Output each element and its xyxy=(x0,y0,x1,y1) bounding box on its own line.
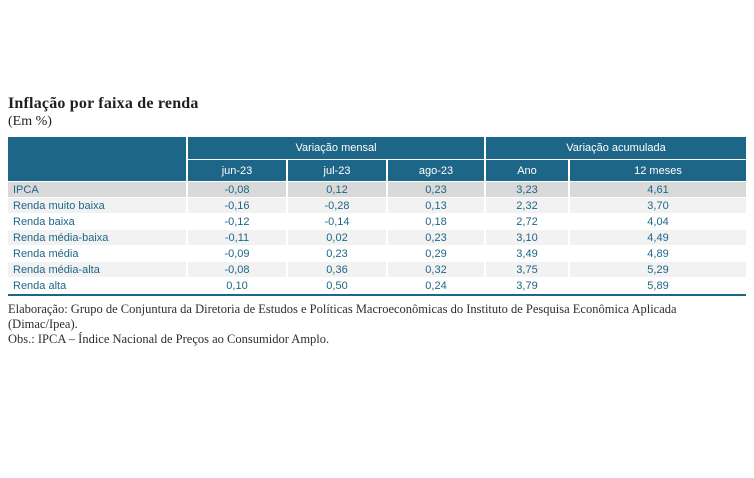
table-cell: 3,75 xyxy=(486,262,568,277)
table-cell: 4,04 xyxy=(570,214,746,229)
table-cell: 0,18 xyxy=(388,214,484,229)
title-block: Inflação por faixa de renda (Em %) xyxy=(8,94,199,130)
table-cell: -0,12 xyxy=(188,214,286,229)
table-cell: 3,70 xyxy=(570,198,746,213)
column-header-ago-23: ago-23 xyxy=(388,160,484,181)
table-cell: 4,61 xyxy=(570,182,746,197)
table-cell: 0,12 xyxy=(288,182,386,197)
table-cell: 0,10 xyxy=(188,278,286,293)
table-cell: 0,29 xyxy=(388,246,484,261)
group-header-monthly: Variação mensal xyxy=(188,137,484,159)
table-cell: -0,14 xyxy=(288,214,386,229)
row-label: Renda média-baixa xyxy=(8,230,186,245)
row-label: Renda média xyxy=(8,246,186,261)
obs-note: Obs.: IPCA – Índice Nacional de Preços a… xyxy=(8,332,330,346)
table-cell: 0,36 xyxy=(288,262,386,277)
table-cell: 0,23 xyxy=(288,246,386,261)
row-label: Renda baixa xyxy=(8,214,186,229)
page-title: Inflação por faixa de renda xyxy=(8,95,199,112)
row-label: IPCA xyxy=(8,182,186,197)
table-cell: -0,09 xyxy=(188,246,286,261)
table-cell: 3,10 xyxy=(486,230,568,245)
column-header-jun-23: jun-23 xyxy=(188,160,286,181)
table-cell: -0,16 xyxy=(188,198,286,213)
table-cell: 2,32 xyxy=(486,198,568,213)
column-header-jul-23: jul-23 xyxy=(288,160,386,181)
row-label: Renda alta xyxy=(8,278,186,293)
table-grid: Variação mensal Variação acumulada jun-2… xyxy=(8,137,746,293)
table-cell: 0,24 xyxy=(388,278,484,293)
table-cell: 3,49 xyxy=(486,246,568,261)
table-cell: 5,29 xyxy=(570,262,746,277)
table-corner-cell xyxy=(8,137,186,181)
table-cell: 0,13 xyxy=(388,198,484,213)
table-cell: -0,08 xyxy=(188,182,286,197)
table-cell: 0,32 xyxy=(388,262,484,277)
table-cell: 0,50 xyxy=(288,278,386,293)
column-header-ano: Ano xyxy=(486,160,568,181)
page-subtitle: (Em %) xyxy=(8,114,52,129)
table-cell: -0,28 xyxy=(288,198,386,213)
inflation-table: Variação mensal Variação acumulada jun-2… xyxy=(8,137,746,296)
table-cell: 0,02 xyxy=(288,230,386,245)
table-cell: -0,11 xyxy=(188,230,286,245)
table-cell: 0,23 xyxy=(388,230,484,245)
table-cell: 4,49 xyxy=(570,230,746,245)
group-header-accumulated: Variação acumulada xyxy=(486,137,746,159)
row-label: Renda muito baixa xyxy=(8,198,186,213)
table-cell: 3,79 xyxy=(486,278,568,293)
column-header-12-meses: 12 meses xyxy=(570,160,746,181)
table-cell: 2,72 xyxy=(486,214,568,229)
table-cell: 5,89 xyxy=(570,278,746,293)
table-cell: -0,08 xyxy=(188,262,286,277)
table-cell: 0,23 xyxy=(388,182,484,197)
source-notes: Elaboração: Grupo de Conjuntura da Diret… xyxy=(8,302,748,347)
table-bottom-border xyxy=(8,294,746,296)
table-cell: 4,89 xyxy=(570,246,746,261)
elaboration-note: Elaboração: Grupo de Conjuntura da Diret… xyxy=(8,302,677,331)
row-label: Renda média-alta xyxy=(8,262,186,277)
table-cell: 3,23 xyxy=(486,182,568,197)
